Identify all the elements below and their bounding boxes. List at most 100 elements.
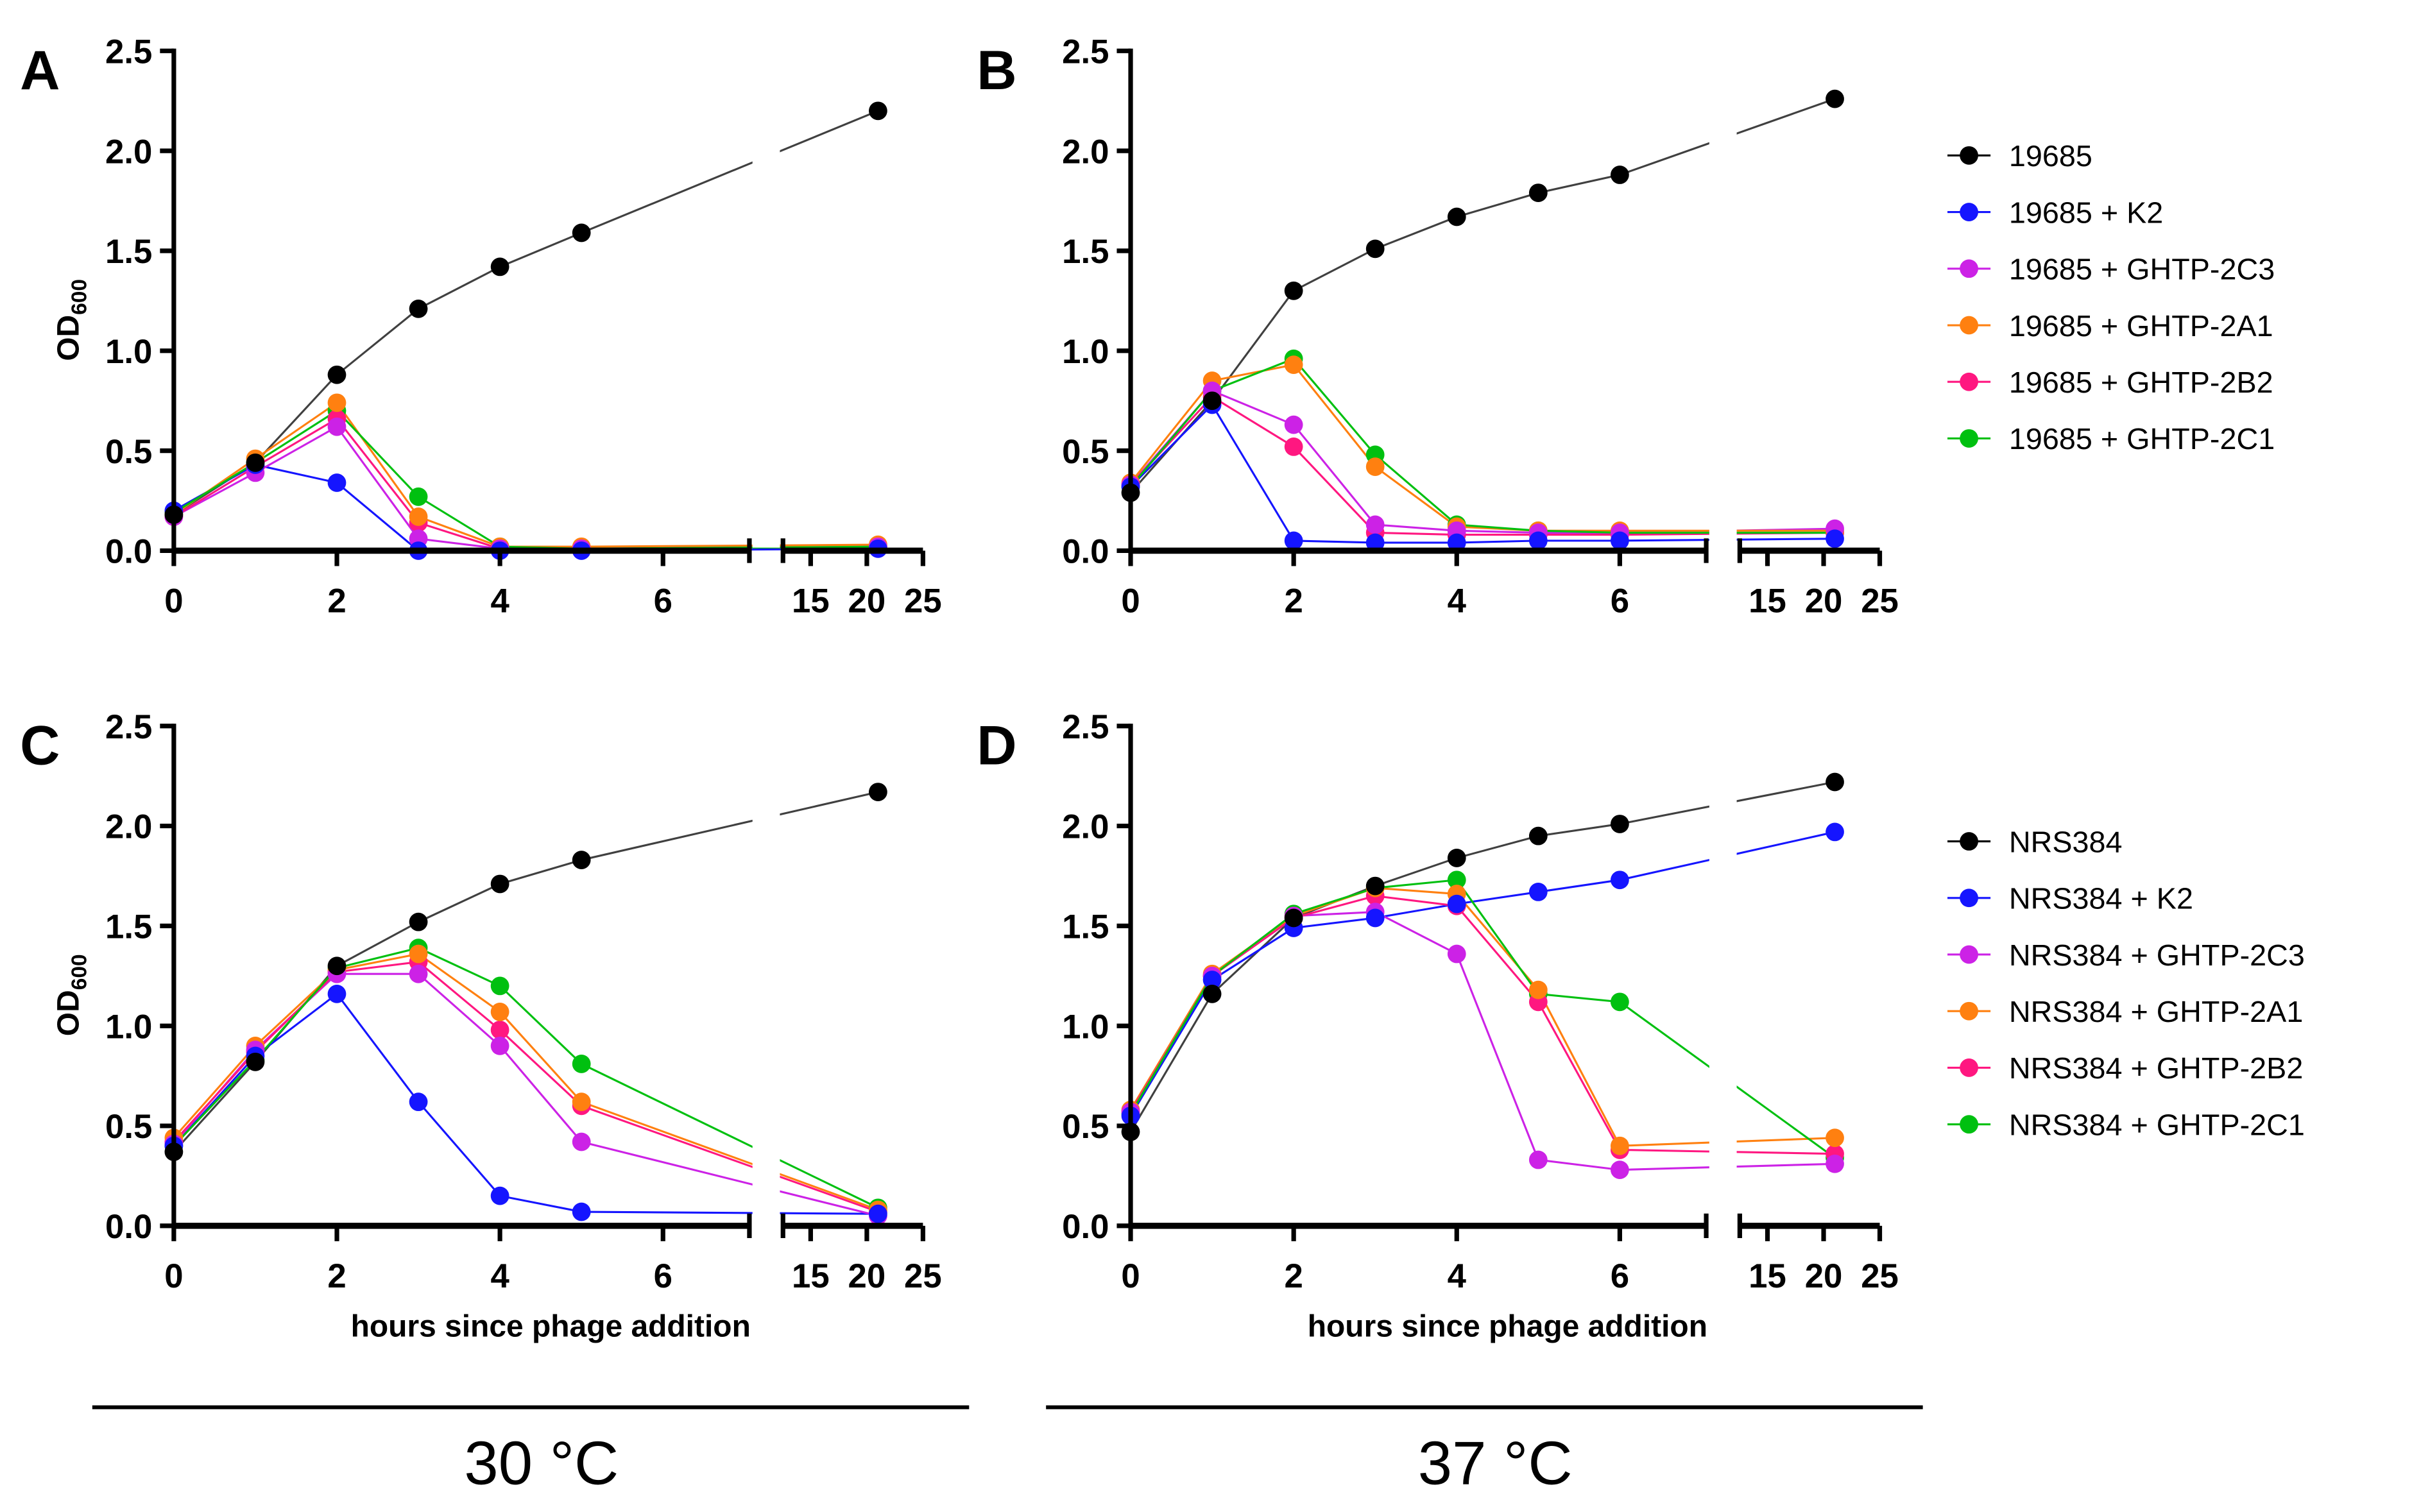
- legend-marker: [1960, 1001, 1978, 1021]
- data-point: [327, 984, 346, 1003]
- legend-marker: [1960, 888, 1978, 908]
- data-point: [327, 393, 346, 412]
- data-point: [1610, 815, 1629, 833]
- data-point: [490, 1021, 509, 1039]
- series-line: [1129, 879, 1836, 1159]
- panel-a: A 0.0 0.5 1.0 1.5 2.0 2.5 0 2 4 6 15 20 25 OD600: [20, 33, 942, 620]
- legend-item: NRS384 + GHTP-2C1: [1947, 1108, 2305, 1141]
- data-point: [1528, 980, 1548, 999]
- data-point: [1826, 1128, 1844, 1148]
- x-tick-label: 25: [1861, 582, 1899, 620]
- series-line: [1129, 831, 1835, 1117]
- legend-marker: [1960, 146, 1978, 165]
- x-tick-label: 0: [1121, 582, 1140, 620]
- legend-marker: [1960, 203, 1978, 221]
- axis-break-gap: [1709, 718, 1737, 1223]
- data-point: [246, 1052, 265, 1071]
- panel-label: C: [20, 715, 60, 777]
- data-point: [1826, 822, 1844, 842]
- y-tick-label: 0.0: [1062, 1208, 1109, 1246]
- data-point: [490, 1037, 509, 1055]
- legend-item: 19685: [1947, 139, 2092, 173]
- y-tick-label: 2.5: [1062, 33, 1109, 71]
- data-point: [1365, 908, 1385, 928]
- x-tick-label: 4: [490, 1257, 509, 1295]
- x-axis-label: hours since phage addition: [1308, 1309, 1707, 1343]
- legend-item: 19685 + K2: [1947, 196, 2163, 229]
- legend-label: 19685 + K2: [2009, 196, 2163, 229]
- legend-marker: [1960, 429, 1978, 448]
- x-tick-label: 0: [1121, 1257, 1140, 1295]
- data-point: [1528, 883, 1548, 901]
- y-tick-label: 0.5: [105, 433, 152, 471]
- x-tick-label: 15: [792, 1257, 830, 1295]
- legend-label: NRS384 + GHTP-2A1: [2009, 995, 2303, 1028]
- data-point: [409, 487, 428, 506]
- data-point: [869, 1204, 887, 1223]
- y-tick-label: 0.0: [105, 1208, 152, 1246]
- data-point: [1447, 533, 1466, 552]
- legend-label: NRS384 + GHTP-2C3: [2009, 939, 2305, 972]
- data-point: [490, 1003, 509, 1021]
- data-point: [409, 964, 428, 983]
- data-point: [490, 1186, 509, 1205]
- data-point: [1284, 281, 1303, 300]
- data-point: [1202, 391, 1222, 411]
- axis-break-gap: [752, 43, 780, 548]
- data-point: [572, 1092, 591, 1112]
- data-point: [572, 851, 591, 869]
- data-point: [1826, 529, 1844, 548]
- legend-marker: [1960, 316, 1978, 335]
- x-tick-label: 6: [1611, 582, 1629, 620]
- temp-label-30: 30 °C: [464, 1429, 619, 1498]
- data-point: [1826, 772, 1844, 792]
- y-tick-label: 0.0: [105, 533, 152, 571]
- legend-label: NRS384 + K2: [2009, 882, 2193, 915]
- data-point: [1447, 944, 1466, 964]
- y-tick-label: 2.0: [1062, 133, 1109, 171]
- data-point: [1826, 89, 1844, 108]
- data-point: [1447, 894, 1466, 913]
- legend-item: NRS384: [1947, 825, 2123, 858]
- panel-c: C 0.0 0.5 1.0 1.5 2.0 2.5 0 2 4 6 15 20 25 OD600 hours …: [20, 708, 942, 1344]
- data-point: [1447, 849, 1466, 867]
- data-point: [1284, 908, 1303, 928]
- data-point: [572, 223, 591, 242]
- legend-marker: [1960, 1058, 1978, 1077]
- data-point: [572, 1132, 591, 1151]
- series-line: [1129, 403, 1835, 544]
- y-tick-label: 2.5: [105, 33, 152, 71]
- series-line: [1129, 395, 1835, 536]
- data-point: [490, 874, 509, 894]
- y-axis-label: OD600: [51, 279, 91, 361]
- x-tick-label: 20: [1805, 1257, 1843, 1295]
- data-point: [1365, 239, 1385, 259]
- legend-item: 19685 + GHTP-2C1: [1947, 422, 2275, 455]
- x-axis-label: hours since phage addition: [351, 1309, 751, 1343]
- data-point: [327, 365, 346, 384]
- temp-label-37: 37 °C: [1418, 1429, 1573, 1498]
- y-tick-label: 0.5: [1062, 433, 1109, 471]
- data-point: [1610, 166, 1629, 184]
- legend-label: 19685: [2009, 139, 2092, 173]
- legend-marker: [1960, 259, 1978, 278]
- legend-label: 19685 + GHTP-2C1: [2009, 422, 2275, 455]
- data-point: [1610, 992, 1629, 1012]
- series-line: [1129, 357, 1835, 534]
- x-tick-label: 2: [327, 1257, 346, 1295]
- y-tick-label: 2.0: [105, 808, 152, 846]
- panel-b: B 0.0 0.5 1.0 1.5 2.0 2.5 0 2 4 6 15 20 25 19685 19685 …: [977, 33, 2275, 620]
- data-point: [1365, 515, 1385, 534]
- y-tick-label: 2.0: [105, 133, 152, 171]
- data-point: [1202, 971, 1222, 989]
- x-tick-label: 20: [1805, 582, 1843, 620]
- data-point: [409, 912, 428, 931]
- y-tick-label: 1.5: [105, 233, 152, 271]
- data-point: [1365, 457, 1385, 476]
- x-tick-label: 2: [1284, 1257, 1303, 1295]
- data-point: [1610, 1136, 1629, 1155]
- y-tick-label: 1.0: [1062, 1008, 1109, 1046]
- data-point: [869, 101, 887, 121]
- y-tick-label: 1.0: [105, 1008, 152, 1046]
